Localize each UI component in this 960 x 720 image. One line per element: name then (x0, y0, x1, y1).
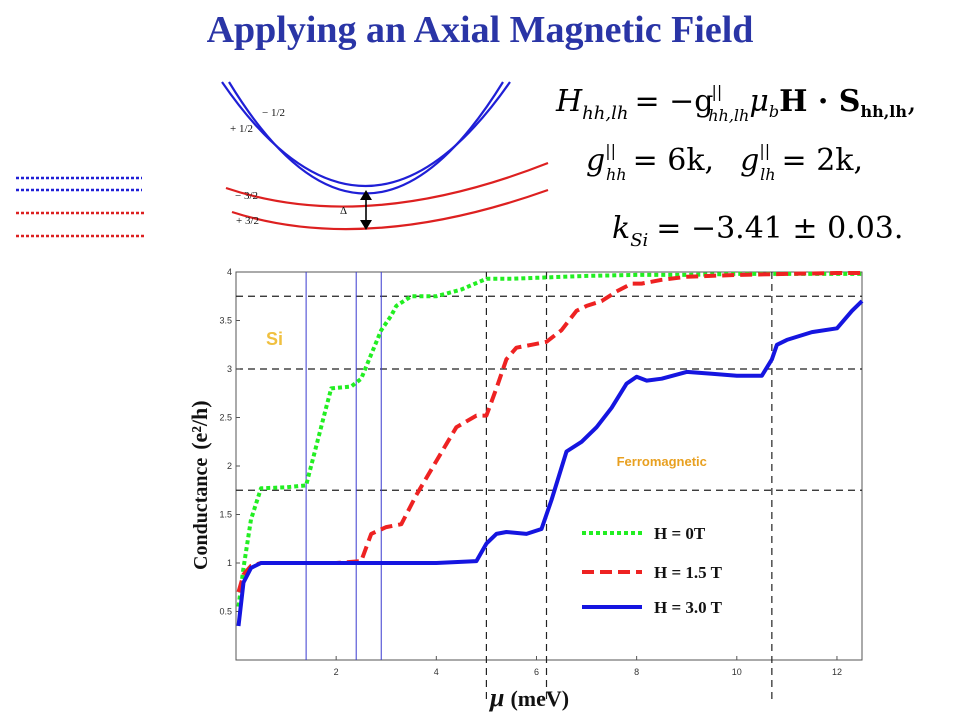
y-tick-label-7: 4 (227, 267, 232, 277)
equation-3: kSi = −3.41 ± 0.03. (612, 211, 903, 251)
equation-1: Hhh,lh = −g|| hh,lhμbH · Shh,lh, (555, 82, 917, 125)
band-label-hh-plus: + 1/2 (230, 123, 253, 135)
band-label-lh-plus: + 3/2 (236, 215, 259, 227)
y-tick-label-1: 1 (227, 558, 232, 568)
slide-title: Applying an Axial Magnetic Field (206, 9, 754, 51)
gap-label: Δ (340, 205, 347, 217)
reference-lines (236, 272, 862, 700)
series-line-0 (236, 271, 862, 607)
series-line-1 (236, 271, 862, 593)
annotation-0: Si (266, 329, 283, 349)
gap-arrow-head-up (360, 190, 372, 200)
lh-band-lower (231, 188, 549, 231)
series-lines (236, 271, 864, 627)
y-tick-label-3: 2 (227, 461, 232, 471)
x-tick-label-3: 8 (634, 667, 639, 677)
hh-band-upper (221, 81, 511, 187)
annotation-1: Ferromagnetic (617, 454, 707, 469)
lh-band-upper (225, 161, 549, 208)
gap-arrow-head-down (360, 220, 372, 230)
y-tick-label-2: 1.5 (219, 510, 232, 520)
y-tick-label-5: 3 (227, 364, 232, 374)
x-tick-label-1: 4 (434, 667, 439, 677)
x-ticks: 2 4 6 8 10 12 (334, 656, 842, 677)
level-lines (16, 176, 145, 238)
x-axis-label: μ (meV) (488, 683, 569, 712)
legend: H = 0T H = 1.5 T H = 3.0 T (582, 524, 723, 617)
y-axis-label: Conductance(e²/h) (187, 400, 212, 570)
hh-band-lower (228, 81, 504, 195)
legend-label-h0: H = 0T (654, 524, 706, 543)
x-tick-label-5: 12 (832, 667, 842, 677)
x-tick-label-0: 2 (334, 667, 339, 677)
x-tick-label-4: 10 (732, 667, 742, 677)
y-tick-label-4: 2.5 (219, 413, 232, 423)
equation-2: g|| hh = 6k, g|| lh = 2k, (586, 141, 863, 184)
band-label-hh-minus: − 1/2 (262, 107, 285, 119)
conductance-chart: 2 4 6 8 10 12 0.5 1 1.5 2 2.5 3 3.5 4 Si Ferromagneti… (187, 267, 864, 712)
legend-label-h15: H = 1.5 T (654, 563, 723, 582)
y-tick-label-6: 3.5 (219, 316, 232, 326)
band-diagram: Δ − 1/2 + 1/2 − 3/2 + 3/2 (221, 81, 549, 231)
series-line-2 (236, 299, 864, 627)
equations: Hhh,lh = −g|| hh,lhμbH · Shh,lh, g|| hh = 6k… (555, 82, 917, 251)
y-ticks: 0.5 1 1.5 2 2.5 3 3.5 4 (219, 267, 240, 617)
band-label-lh-minus: − 3/2 (235, 190, 258, 202)
legend-label-h30: H = 3.0 T (654, 598, 723, 617)
y-tick-label-0: 0.5 (219, 607, 232, 617)
annotations: Si Ferromagnetic (266, 329, 707, 469)
x-tick-label-2: 6 (534, 667, 539, 677)
plot-frame (235, 271, 863, 661)
